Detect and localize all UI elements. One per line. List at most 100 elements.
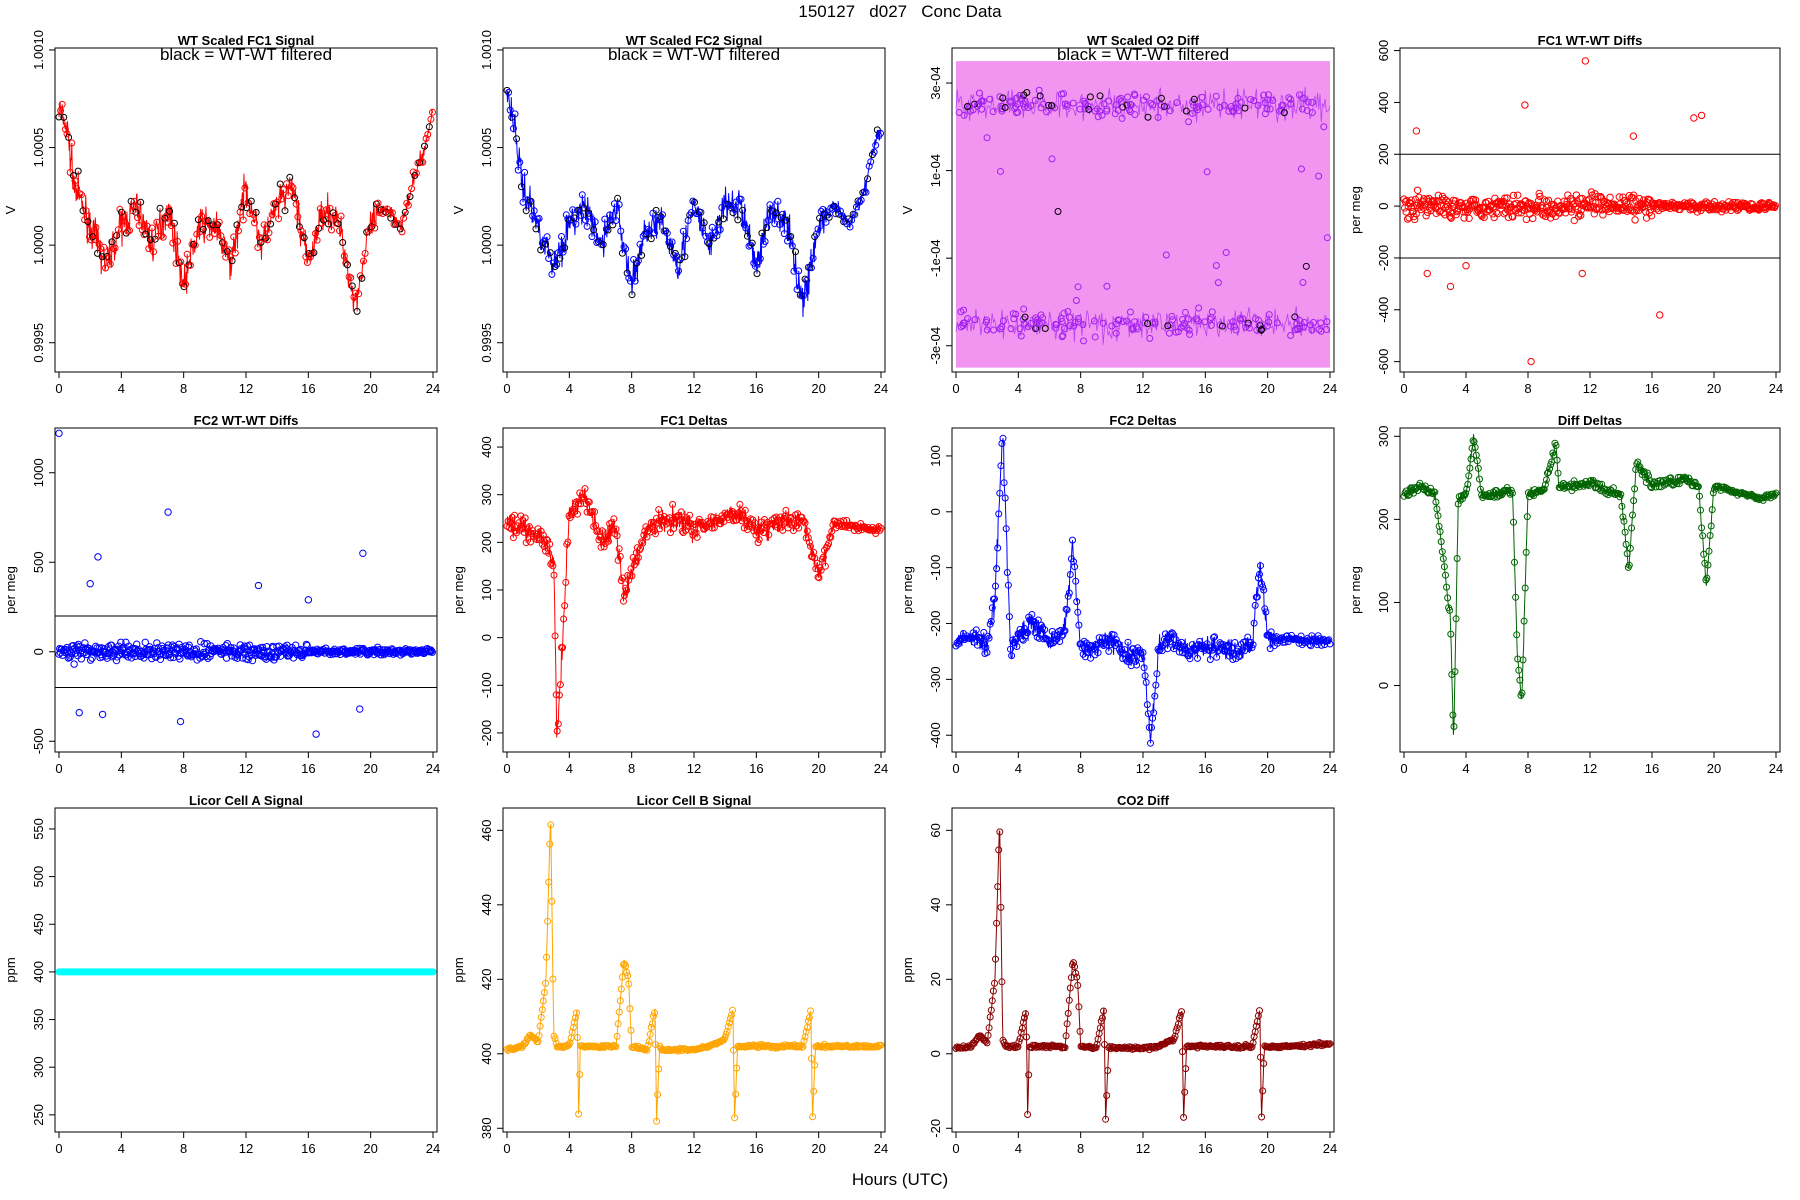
data-point <box>729 1006 736 1014</box>
chart-note: black = WT-WT filtered <box>1057 45 1229 64</box>
data-point <box>353 307 361 315</box>
data-point <box>58 100 66 108</box>
outlier-point <box>1581 57 1590 65</box>
x-tick-label: 20 <box>363 1141 377 1156</box>
data-point <box>1176 1012 1184 1019</box>
data-point <box>350 293 358 301</box>
data-point <box>262 234 270 242</box>
data-point <box>1016 325 1024 333</box>
data-point <box>427 646 435 654</box>
y-tick-label: -400 <box>1376 297 1391 323</box>
data-point <box>1147 99 1155 107</box>
data-point <box>286 173 294 181</box>
y-tick-label: 100 <box>479 579 494 601</box>
data-point <box>1230 322 1238 330</box>
data-point <box>1503 194 1511 202</box>
data-point <box>1142 93 1150 101</box>
plot-frame <box>1399 427 1781 753</box>
data-point <box>299 232 307 240</box>
data-point <box>999 434 1007 442</box>
data-point <box>1303 107 1311 115</box>
data-point <box>1280 109 1288 117</box>
data-point <box>1258 325 1266 333</box>
data-point <box>1061 324 1069 332</box>
data-point <box>1253 326 1261 334</box>
data-point <box>1436 528 1444 536</box>
data-point <box>1103 282 1111 290</box>
data-point <box>877 524 885 532</box>
data-point <box>546 840 554 848</box>
data-point <box>1315 172 1323 180</box>
data-point <box>1263 322 1271 330</box>
data-point <box>613 532 621 540</box>
data-point <box>750 527 758 535</box>
data-point <box>822 218 830 226</box>
data-point <box>79 207 87 215</box>
data-point <box>1205 1042 1213 1050</box>
data-point <box>1571 199 1579 207</box>
data-point <box>804 1017 812 1025</box>
data-point <box>818 555 826 563</box>
x-tick-label: 4 <box>118 381 125 396</box>
data-point <box>984 1031 992 1039</box>
data-point <box>1181 308 1189 316</box>
data-point <box>694 210 702 218</box>
data-point <box>1406 199 1415 208</box>
data-point <box>537 246 545 254</box>
data-point <box>983 1039 991 1047</box>
data-point <box>792 248 799 256</box>
data-point <box>196 638 205 646</box>
data-point <box>1521 584 1529 592</box>
data-point <box>506 106 514 114</box>
data-point <box>174 237 182 245</box>
data-point <box>624 972 632 980</box>
data-point <box>1092 1044 1100 1052</box>
data-point <box>1250 97 1258 105</box>
data-point <box>384 205 392 213</box>
data-point <box>558 233 565 240</box>
data-point <box>398 228 406 236</box>
data-point <box>428 648 436 656</box>
y-tick-label: 200 <box>1376 509 1391 531</box>
data-point <box>1074 608 1082 616</box>
data-point <box>1054 207 1062 215</box>
data-point <box>1040 100 1048 108</box>
data-point <box>257 238 265 246</box>
data-point <box>1519 656 1527 664</box>
data-point <box>1499 201 1507 209</box>
data-point <box>1114 316 1122 324</box>
data-point <box>294 213 302 221</box>
data-point <box>805 538 813 546</box>
data-point <box>566 1039 574 1047</box>
data-point <box>1577 211 1585 220</box>
data-point <box>811 1061 819 1069</box>
y-tick-label: -1e-04 <box>928 239 943 277</box>
outlier-point <box>304 596 313 604</box>
data-point <box>303 259 311 266</box>
data-point <box>770 1043 778 1050</box>
data-point <box>1707 522 1715 530</box>
data-point <box>675 267 682 275</box>
data-point <box>1247 638 1255 646</box>
data-point <box>1069 536 1076 544</box>
data-point <box>1202 1042 1210 1050</box>
data-point <box>1133 323 1141 331</box>
data-point <box>840 517 848 525</box>
data-point <box>1031 96 1039 104</box>
y-tick-label: -200 <box>479 720 494 746</box>
data-point <box>990 326 998 334</box>
data-point <box>609 526 617 534</box>
data-point <box>1535 189 1543 198</box>
data-point <box>121 217 129 225</box>
data-point <box>310 249 318 257</box>
data-point <box>352 289 359 297</box>
data-point <box>1267 628 1275 636</box>
data-point <box>1172 1027 1180 1035</box>
y-tick-label: 1.0005 <box>31 128 46 168</box>
data-point <box>751 262 759 270</box>
data-point <box>789 527 797 535</box>
data-point <box>1553 456 1561 464</box>
data-point <box>578 191 586 199</box>
data-point <box>134 214 141 222</box>
data-point <box>183 250 191 258</box>
